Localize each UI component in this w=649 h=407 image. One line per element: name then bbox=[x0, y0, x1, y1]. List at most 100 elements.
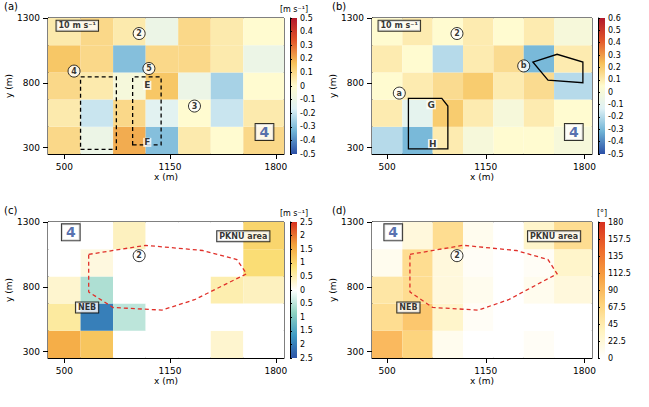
svg-text:500: 500 bbox=[379, 162, 396, 172]
svg-text:1800: 1800 bbox=[264, 366, 287, 376]
svg-text:1150: 1150 bbox=[474, 366, 497, 376]
svg-text:300: 300 bbox=[347, 347, 364, 357]
svg-text:(c): (c) bbox=[4, 205, 17, 216]
svg-text:1800: 1800 bbox=[573, 366, 596, 376]
svg-text:157.5: 157.5 bbox=[608, 235, 631, 244]
svg-text:[m s⁻¹]: [m s⁻¹] bbox=[280, 209, 308, 218]
svg-text:1150: 1150 bbox=[159, 162, 182, 172]
svg-text:1300: 1300 bbox=[17, 217, 40, 227]
svg-text:-0.4: -0.4 bbox=[608, 137, 624, 146]
svg-text:500: 500 bbox=[56, 366, 73, 376]
svg-text:300: 300 bbox=[23, 143, 40, 153]
svg-text:G: G bbox=[427, 100, 434, 110]
svg-text:67.5: 67.5 bbox=[608, 303, 626, 312]
svg-text:x (m): x (m) bbox=[154, 376, 178, 386]
svg-text:1300: 1300 bbox=[341, 13, 364, 23]
svg-text:0.3: 0.3 bbox=[300, 41, 313, 50]
svg-text:800: 800 bbox=[23, 78, 40, 88]
svg-text:1300: 1300 bbox=[17, 13, 40, 23]
svg-text:0.1: 0.1 bbox=[608, 75, 621, 84]
svg-text:H: H bbox=[429, 139, 437, 149]
svg-text:1: 1 bbox=[300, 258, 305, 267]
svg-text:2: 2 bbox=[136, 29, 142, 38]
svg-text:4: 4 bbox=[71, 67, 77, 76]
svg-text:2: 2 bbox=[300, 231, 305, 240]
svg-text:180: 180 bbox=[608, 218, 623, 227]
svg-text:0.5: 0.5 bbox=[608, 26, 621, 35]
svg-text:0.2: 0.2 bbox=[608, 63, 621, 72]
svg-text:-0.5: -0.5 bbox=[300, 150, 316, 159]
svg-text:E: E bbox=[144, 80, 150, 90]
svg-text:(d): (d) bbox=[332, 205, 346, 216]
svg-text:500: 500 bbox=[56, 162, 73, 172]
svg-text:0.5: 0.5 bbox=[300, 272, 313, 281]
svg-text:0: 0 bbox=[300, 82, 305, 91]
svg-text:0: 0 bbox=[608, 354, 613, 363]
svg-text:2: 2 bbox=[136, 251, 142, 260]
svg-text:2: 2 bbox=[454, 251, 460, 260]
svg-text:5: 5 bbox=[146, 64, 152, 73]
svg-text:22.5: 22.5 bbox=[608, 337, 626, 346]
svg-text:90: 90 bbox=[608, 286, 618, 295]
svg-text:800: 800 bbox=[347, 78, 364, 88]
svg-text:0: 0 bbox=[608, 88, 613, 97]
svg-text:-0.5: -0.5 bbox=[608, 150, 624, 159]
svg-text:500: 500 bbox=[379, 366, 396, 376]
svg-text:PKNU area: PKNU area bbox=[530, 232, 578, 241]
svg-text:-0.1: -0.1 bbox=[608, 100, 624, 109]
svg-text:1: 1 bbox=[300, 313, 305, 322]
svg-text:1.5: 1.5 bbox=[300, 245, 313, 254]
svg-text:2: 2 bbox=[300, 340, 305, 349]
svg-text:1.5: 1.5 bbox=[300, 326, 313, 335]
svg-text:NEB: NEB bbox=[399, 303, 417, 312]
svg-text:4: 4 bbox=[388, 224, 398, 240]
svg-text:0: 0 bbox=[300, 286, 305, 295]
svg-text:1150: 1150 bbox=[474, 162, 497, 172]
svg-text:135: 135 bbox=[608, 252, 623, 261]
svg-text:800: 800 bbox=[347, 282, 364, 292]
svg-text:-0.1: -0.1 bbox=[300, 95, 316, 104]
svg-text:0.2: 0.2 bbox=[300, 54, 313, 63]
svg-text:PKNU area: PKNU area bbox=[219, 232, 267, 241]
svg-text:(a): (a) bbox=[4, 1, 18, 12]
svg-text:4: 4 bbox=[260, 124, 270, 140]
svg-text:-0.4: -0.4 bbox=[300, 136, 316, 145]
svg-text:(b): (b) bbox=[332, 1, 346, 12]
svg-text:y (m): y (m) bbox=[4, 74, 14, 98]
svg-text:[m s⁻¹]: [m s⁻¹] bbox=[280, 5, 308, 14]
svg-text:10 m s⁻¹: 10 m s⁻¹ bbox=[59, 21, 97, 30]
svg-text:3: 3 bbox=[192, 102, 198, 111]
svg-text:0.4: 0.4 bbox=[608, 38, 621, 47]
svg-text:y (m): y (m) bbox=[4, 278, 14, 302]
svg-text:x (m): x (m) bbox=[470, 172, 494, 182]
svg-text:1150: 1150 bbox=[159, 366, 182, 376]
svg-text:2: 2 bbox=[454, 29, 460, 38]
svg-text:a: a bbox=[397, 89, 402, 98]
svg-text:y (m): y (m) bbox=[328, 278, 338, 302]
svg-text:x (m): x (m) bbox=[470, 376, 494, 386]
svg-text:1800: 1800 bbox=[264, 162, 287, 172]
svg-text:-0.2: -0.2 bbox=[608, 112, 624, 121]
svg-text:-0.3: -0.3 bbox=[608, 125, 624, 134]
svg-text:x (m): x (m) bbox=[154, 172, 178, 182]
svg-text:0.6: 0.6 bbox=[608, 14, 621, 23]
svg-text:0.4: 0.4 bbox=[300, 27, 313, 36]
svg-text:y (m): y (m) bbox=[328, 74, 338, 98]
svg-text:-0.3: -0.3 bbox=[300, 122, 316, 131]
svg-text:4: 4 bbox=[66, 224, 76, 240]
svg-text:b: b bbox=[521, 61, 527, 70]
svg-text:800: 800 bbox=[23, 282, 40, 292]
svg-text:4: 4 bbox=[569, 124, 579, 140]
svg-text:0.3: 0.3 bbox=[608, 51, 621, 60]
svg-text:F: F bbox=[144, 137, 150, 147]
svg-text:0.5: 0.5 bbox=[300, 14, 313, 23]
svg-text:112.5: 112.5 bbox=[608, 269, 631, 278]
svg-text:1800: 1800 bbox=[573, 162, 596, 172]
svg-text:-0.2: -0.2 bbox=[300, 109, 316, 118]
svg-text:10 m s⁻¹: 10 m s⁻¹ bbox=[381, 21, 419, 30]
svg-text:2.5: 2.5 bbox=[300, 218, 313, 227]
svg-text:[°]: [°] bbox=[597, 209, 607, 218]
svg-text:0.5: 0.5 bbox=[300, 299, 313, 308]
svg-text:2.5: 2.5 bbox=[300, 354, 313, 363]
svg-text:0.1: 0.1 bbox=[300, 68, 313, 77]
